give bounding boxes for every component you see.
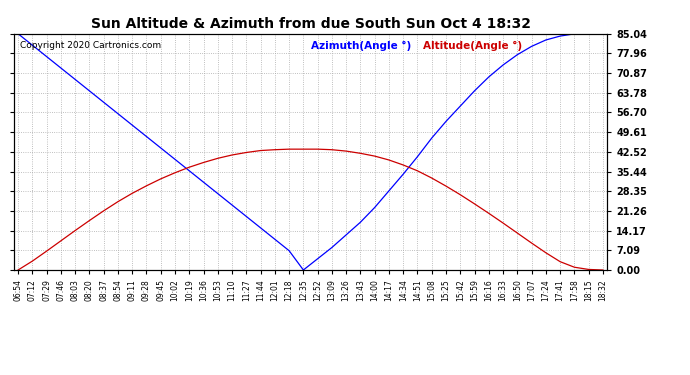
Text: Azimuth(Angle °): Azimuth(Angle °)	[310, 41, 411, 51]
Text: Altitude(Angle °): Altitude(Angle °)	[423, 41, 522, 51]
Text: Copyright 2020 Cartronics.com: Copyright 2020 Cartronics.com	[20, 41, 161, 50]
Title: Sun Altitude & Azimuth from due South Sun Oct 4 18:32: Sun Altitude & Azimuth from due South Su…	[90, 17, 531, 31]
